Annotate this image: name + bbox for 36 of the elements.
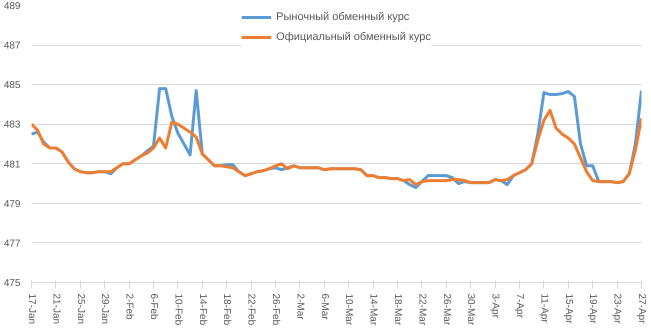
x-tick-label: 25-Jan (74, 294, 86, 324)
x-tick-label: 2-Mar (294, 294, 306, 320)
x-tick-label: 2-Feb (124, 294, 135, 320)
y-tick-label: 485 (4, 80, 21, 92)
x-tick-label: 7-Apr (514, 294, 525, 319)
x-tick-label: 29-Jan (99, 294, 110, 324)
y-tick-label: 487 (4, 40, 21, 52)
x-tick-label: 23-Apr (612, 294, 623, 324)
x-tick-label: 22-Mar (416, 294, 428, 326)
x-tick-label: 22-Feb (246, 294, 257, 326)
x-tick-label: 17-Jan (26, 294, 37, 324)
x-tick-label: 10-Feb (172, 294, 184, 326)
y-tick-label: 483 (4, 120, 21, 131)
x-tick-label: 26-Mar (440, 294, 452, 326)
x-tick-label: 15-Apr (562, 294, 574, 324)
x-tick-label: 30-Mar (465, 294, 476, 326)
y-tick-label: 489 (4, 1, 21, 12)
y-tick-label: 475 (4, 278, 21, 289)
y-tick-label: 479 (4, 198, 21, 210)
x-tick-label: 6-Mar (318, 294, 330, 320)
y-tick-label: 481 (4, 159, 21, 170)
x-tick-label: 11-Apr (538, 294, 550, 324)
legend-label: Официальный обменный курс (276, 31, 431, 43)
x-tick-label: 27-Apr (636, 294, 647, 324)
x-tick-label: 3-Apr (490, 294, 501, 319)
x-tick-label: 14-Mar (368, 294, 379, 326)
legend-label: Рыночный обменный курс (276, 11, 410, 23)
x-tick-label: 14-Feb (196, 294, 208, 326)
x-tick-label: 10-Mar (343, 294, 354, 326)
x-tick-label: 6-Feb (148, 294, 159, 320)
x-tick-label: 18-Mar (392, 294, 403, 326)
x-tick-label: 21-Jan (50, 294, 62, 324)
x-tick-label: 26-Feb (270, 294, 281, 326)
x-tick-label: 19-Apr (587, 294, 598, 324)
y-tick-label: 477 (4, 238, 21, 250)
x-tick-label: 18-Feb (221, 294, 232, 326)
